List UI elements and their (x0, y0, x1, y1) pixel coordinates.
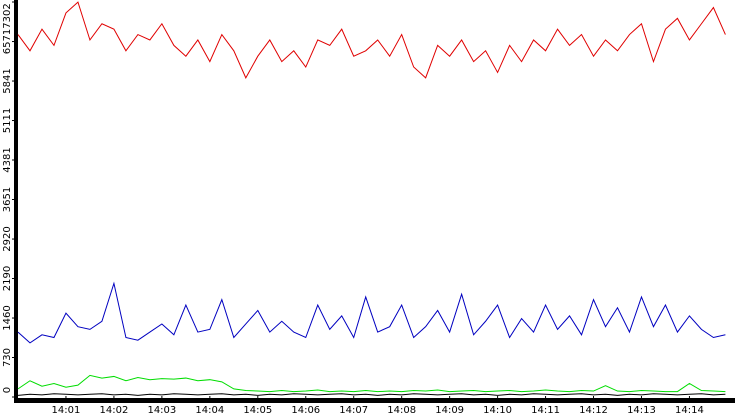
x-tick-label: 14:02 (100, 405, 129, 415)
x-tick-label: 14:08 (387, 405, 416, 415)
y-tick-label: 2190 (2, 266, 13, 291)
y-tick-label: 3651 (2, 187, 13, 212)
series-line (17, 1, 726, 79)
x-tick-label: 14:05 (243, 405, 272, 415)
y-tick-label: 2920 (2, 226, 13, 251)
x-tick-label: 14:10 (483, 405, 512, 415)
series-line (17, 281, 726, 344)
x-tick-label: 14:11 (531, 405, 560, 415)
x-tick-label: 14:06 (291, 405, 320, 415)
x-axis-bar (14, 398, 735, 403)
y-tick-label: 6571 (2, 29, 13, 54)
y-tick-label: 4381 (2, 147, 13, 172)
x-tick-label: 14:07 (339, 405, 368, 415)
y-axis-bar (14, 0, 18, 402)
y-tick-label: 730 (2, 348, 13, 367)
y-tick-label: 0 (2, 387, 13, 393)
x-tick-label: 14:01 (52, 405, 81, 415)
x-tick-label: 14:13 (627, 405, 656, 415)
series-line (17, 393, 726, 396)
x-tick-label: 14:09 (435, 405, 464, 415)
x-tick-label: 14:12 (579, 405, 608, 415)
y-tick-label: 5111 (2, 108, 13, 133)
x-tick-label: 14:14 (675, 405, 704, 415)
y-tick-label: 7302 (2, 3, 13, 28)
y-tick-label: 1460 (2, 305, 13, 330)
y-tick-label: 5841 (2, 68, 13, 93)
series-line (17, 374, 726, 393)
x-tick-label: 14:04 (195, 405, 224, 415)
x-tick-label: 14:03 (147, 405, 176, 415)
